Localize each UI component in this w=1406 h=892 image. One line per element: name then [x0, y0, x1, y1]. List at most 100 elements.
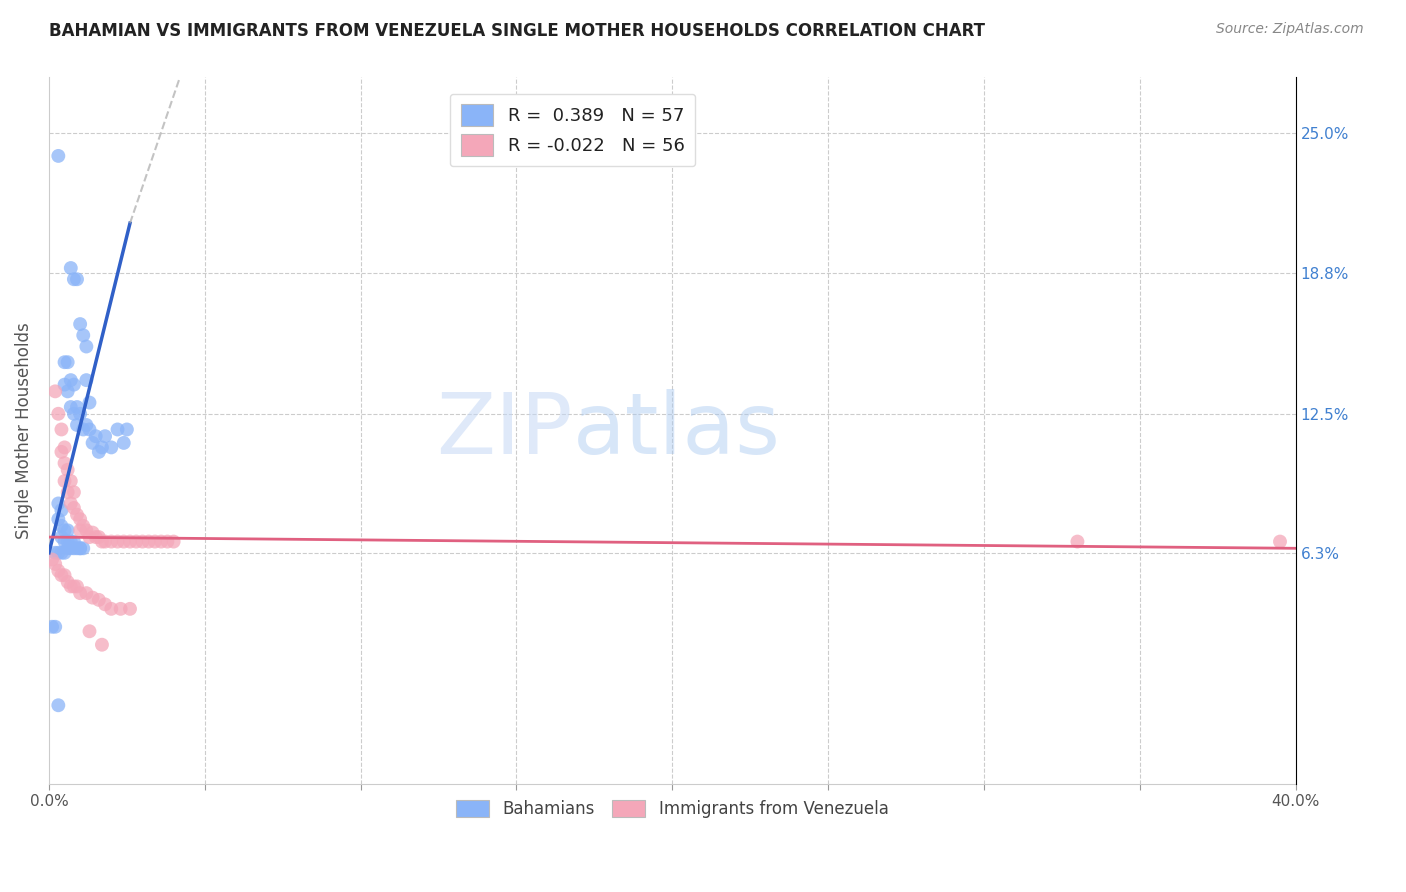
Point: [63, 579, 86, 593]
Point: [53, 456, 76, 470]
Point: [69, 541, 91, 556]
Point: [107, 534, 129, 549]
Point: [75, 586, 97, 600]
Point: [112, 534, 135, 549]
Point: [75, 524, 97, 538]
Text: atlas: atlas: [572, 389, 780, 472]
Point: [69, 512, 91, 526]
Point: [53, 568, 76, 582]
Point: [46, 496, 69, 510]
Point: [143, 534, 166, 549]
Point: [63, 407, 86, 421]
Point: [53, 355, 76, 369]
Point: [79, 395, 101, 409]
Point: [63, 534, 86, 549]
Point: [51, 503, 73, 517]
Point: [100, 534, 122, 549]
Point: [63, 541, 86, 556]
Point: [46, 546, 69, 560]
Point: [46, 698, 69, 713]
Point: [82, 436, 104, 450]
Point: [53, 377, 76, 392]
Point: [87, 530, 110, 544]
Legend: Bahamians, Immigrants from Venezuela: Bahamians, Immigrants from Venezuela: [450, 793, 896, 825]
Point: [75, 417, 97, 432]
Point: [75, 373, 97, 387]
Point: [46, 512, 69, 526]
Point: [72, 422, 94, 436]
Point: [1268, 534, 1291, 549]
Point: [59, 541, 82, 556]
Point: [51, 519, 73, 533]
Point: [66, 417, 89, 432]
Point: [66, 579, 89, 593]
Point: [131, 534, 153, 549]
Point: [69, 407, 91, 421]
Point: [94, 429, 117, 443]
Text: BAHAMIAN VS IMMIGRANTS FROM VENEZUELA SINGLE MOTHER HOUSEHOLDS CORRELATION CHART: BAHAMIAN VS IMMIGRANTS FROM VENEZUELA SI…: [49, 22, 986, 40]
Point: [125, 534, 148, 549]
Point: [56, 384, 79, 399]
Point: [79, 530, 101, 544]
Point: [138, 534, 160, 549]
Point: [91, 441, 114, 455]
Point: [63, 485, 86, 500]
Point: [100, 441, 122, 455]
Point: [69, 317, 91, 331]
Y-axis label: Single Mother Households: Single Mother Households: [15, 322, 32, 539]
Point: [63, 272, 86, 286]
Point: [51, 530, 73, 544]
Point: [59, 373, 82, 387]
Point: [115, 422, 138, 436]
Point: [46, 407, 69, 421]
Point: [56, 355, 79, 369]
Point: [51, 546, 73, 560]
Point: [87, 593, 110, 607]
Point: [51, 445, 73, 459]
Point: [112, 436, 135, 450]
Point: [53, 534, 76, 549]
Point: [91, 638, 114, 652]
Point: [84, 530, 107, 544]
Point: [56, 524, 79, 538]
Point: [66, 541, 89, 556]
Point: [84, 429, 107, 443]
Text: ZIP: ZIP: [436, 389, 572, 472]
Point: [79, 624, 101, 639]
Point: [91, 534, 114, 549]
Point: [59, 534, 82, 549]
Point: [69, 524, 91, 538]
Point: [69, 586, 91, 600]
Text: Source: ZipAtlas.com: Source: ZipAtlas.com: [1216, 22, 1364, 37]
Point: [72, 519, 94, 533]
Point: [94, 534, 117, 549]
Point: [66, 272, 89, 286]
Point: [46, 149, 69, 163]
Point: [59, 579, 82, 593]
Point: [156, 534, 179, 549]
Point: [87, 445, 110, 459]
Point: [53, 524, 76, 538]
Point: [82, 591, 104, 605]
Point: [56, 485, 79, 500]
Point: [69, 541, 91, 556]
Point: [72, 541, 94, 556]
Point: [63, 377, 86, 392]
Point: [66, 508, 89, 522]
Point: [59, 496, 82, 510]
Point: [100, 602, 122, 616]
Point: [66, 400, 89, 414]
Point: [44, 384, 66, 399]
Point: [118, 602, 141, 616]
Point: [150, 534, 173, 549]
Point: [59, 260, 82, 275]
Point: [53, 441, 76, 455]
Point: [53, 546, 76, 560]
Point: [118, 534, 141, 549]
Point: [162, 534, 184, 549]
Point: [82, 525, 104, 540]
Point: [53, 474, 76, 488]
Point: [72, 328, 94, 343]
Point: [63, 500, 86, 515]
Point: [59, 400, 82, 414]
